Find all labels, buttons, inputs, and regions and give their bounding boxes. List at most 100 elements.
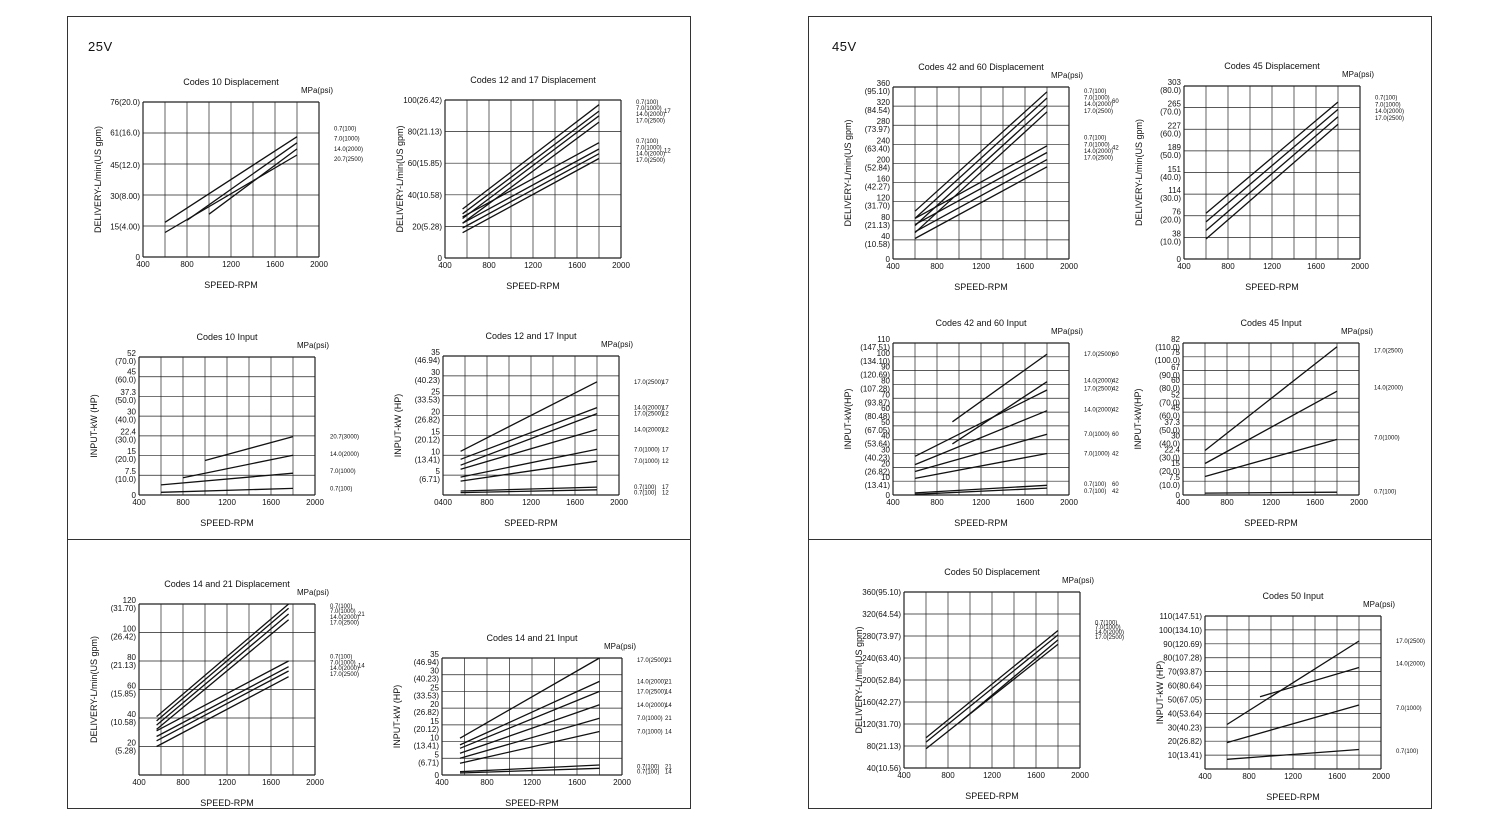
x-tick-label: 800 xyxy=(482,261,496,270)
code-label: 17 xyxy=(662,406,669,412)
legend-label: 14.0(2000) xyxy=(637,703,666,709)
series-line xyxy=(459,690,600,749)
y-tick-label-sub: (53.64) xyxy=(865,440,891,449)
x-tick-label: 1200 xyxy=(218,778,236,787)
x-tick-label: 400 xyxy=(886,498,900,507)
y-tick-label: 61(16.0) xyxy=(110,129,140,138)
y-tick-label: 7.5 xyxy=(1169,473,1181,482)
series-line xyxy=(156,607,290,722)
chart-title: Codes 50 Displacement xyxy=(944,567,1040,577)
y-tick-label-sub: (80.48) xyxy=(865,412,891,421)
x-tick-label: 400 xyxy=(897,771,911,780)
x-axis-label: SPEED-RPM xyxy=(954,518,1008,528)
series-line xyxy=(1226,640,1360,726)
x-tick-label: 2000 xyxy=(1350,498,1368,507)
x-axis-label: SPEED-RPM xyxy=(965,791,1019,801)
chart-title: Codes 10 Input xyxy=(196,332,258,342)
y-tick-label-sub: (20.0) xyxy=(115,455,136,464)
series-line xyxy=(925,643,1059,750)
y-tick-label: 40(10.56) xyxy=(867,764,902,773)
y-tick-label: 52 xyxy=(127,349,136,358)
y-tick-label-sub: (84.54) xyxy=(865,106,891,115)
y-tick-label-sub: (31.70) xyxy=(865,202,891,211)
series-line xyxy=(914,410,1048,466)
x-tick-label: 1200 xyxy=(1263,262,1281,271)
unit-label: MPa(psi) xyxy=(297,341,329,350)
y-tick-label: 0 xyxy=(1176,491,1181,500)
y-tick-label-sub: (30.0) xyxy=(1159,453,1180,462)
y-tick-label: 227 xyxy=(1168,121,1182,130)
y-tick-label-sub: (20.0) xyxy=(1159,467,1180,476)
legend-label: 14.0(2000) xyxy=(636,112,665,118)
y-tick-label-sub: (50.0) xyxy=(115,396,136,405)
y-tick-label-sub: (95.10) xyxy=(865,87,891,96)
y-tick-label: 0 xyxy=(435,771,440,780)
code-label: 17 xyxy=(662,447,669,453)
x-tick-label: 1600 xyxy=(1306,498,1324,507)
y-tick-label: 0 xyxy=(136,253,141,262)
legend-label: 7.0(1000) xyxy=(330,609,356,615)
code-label: 42 xyxy=(1112,146,1119,152)
x-axis-label: SPEED-RPM xyxy=(954,282,1008,292)
y-tick-label: 20(26.82) xyxy=(1168,737,1203,746)
panel-25v-divider xyxy=(67,539,691,540)
y-tick-label-sub: (70.0) xyxy=(1160,108,1181,117)
y-tick-label-sub: (60.0) xyxy=(1159,412,1180,421)
y-tick-label: 50 xyxy=(881,418,890,427)
y-tick-label: 0 xyxy=(132,491,137,500)
x-axis-label: SPEED-RPM xyxy=(506,281,560,291)
y-tick-label: 0 xyxy=(886,491,891,500)
y-tick-label: 10(13.41) xyxy=(1168,751,1203,760)
y-tick-label: 10 xyxy=(431,447,440,456)
y-tick-label: 0 xyxy=(1177,255,1182,264)
y-axis-label: INPUT-kW(HP) xyxy=(1133,389,1143,450)
x-tick-label: 2000 xyxy=(306,498,324,507)
y-tick-label-sub: (20.12) xyxy=(415,435,441,444)
legend-label: 7.0(1000) xyxy=(637,730,663,736)
y-tick-label-sub: (110.0) xyxy=(1155,343,1180,352)
series-line xyxy=(160,487,294,493)
code-label: 60 xyxy=(1112,99,1119,105)
y-tick-label: 30(40.23) xyxy=(1168,723,1203,732)
legend-label: 0.7(100) xyxy=(1084,89,1106,95)
y-tick-label: 15(4.00) xyxy=(110,222,140,231)
code-label: 42 xyxy=(1112,489,1119,495)
x-tick-label: 1200 xyxy=(222,260,240,269)
y-tick-label: 30 xyxy=(1171,431,1180,440)
x-tick-label: 400 xyxy=(435,778,449,787)
y-tick-label: 90(120.69) xyxy=(1163,640,1202,649)
series-line xyxy=(460,428,598,470)
y-tick-label: 25 xyxy=(430,683,439,692)
series-line xyxy=(1205,101,1339,214)
legend-label: 17.0(2500) xyxy=(1095,635,1124,641)
y-tick-label: 120(31.70) xyxy=(862,720,901,729)
x-tick-label: 800 xyxy=(930,262,944,271)
legend-label: 0.7(100) xyxy=(330,486,352,492)
code-label: 21 xyxy=(665,679,672,685)
y-tick-label: 20 xyxy=(127,739,136,748)
series-line xyxy=(156,613,290,726)
unit-label: MPa(psi) xyxy=(1051,327,1083,336)
y-tick-label: 80(107.28) xyxy=(1163,654,1202,663)
y-tick-label: 110(147.51) xyxy=(1159,612,1202,621)
y-tick-label: 60 xyxy=(881,404,890,413)
y-tick-label: 0 xyxy=(886,255,891,264)
x-axis-label: SPEED-RPM xyxy=(505,798,559,808)
series-line xyxy=(462,157,600,234)
series-line xyxy=(156,619,290,730)
unit-label: MPa(psi) xyxy=(1051,71,1083,80)
x-axis-label: SPEED-RPM xyxy=(1244,518,1298,528)
legend-label: 0.7(100) xyxy=(634,491,656,497)
y-tick-label: 20 xyxy=(431,408,440,417)
y-tick-label: 200 xyxy=(877,155,891,164)
x-tick-label: 1600 xyxy=(1328,772,1346,781)
y-tick-label: 120 xyxy=(877,194,891,203)
y-tick-label: 10 xyxy=(881,473,890,482)
y-tick-label: 60 xyxy=(1171,376,1180,385)
x-tick-label: 1600 xyxy=(1016,262,1034,271)
series-line xyxy=(1205,123,1339,240)
x-tick-label: 1200 xyxy=(522,498,540,507)
series-line xyxy=(164,136,298,223)
